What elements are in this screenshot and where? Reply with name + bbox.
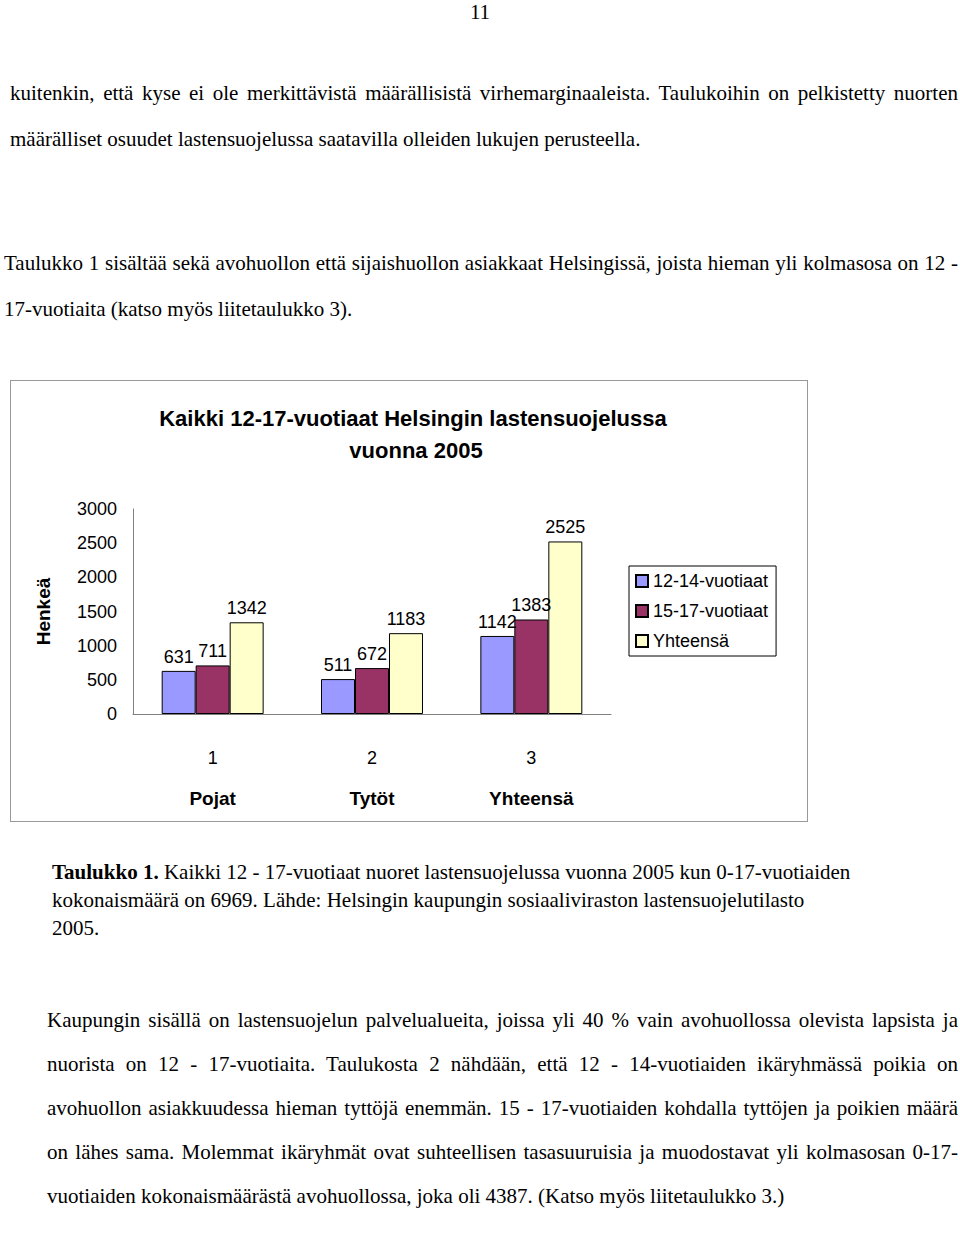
svg-text:3: 3 (526, 748, 536, 768)
svg-text:500: 500 (87, 670, 117, 690)
html-text:Kaupungin sisällä on lastensuo: Kaupungin sisällä on lastensuojelun palv… (47, 1008, 958, 1208)
svg-text:1342: 1342 (227, 598, 267, 618)
svg-text:1000: 1000 (77, 636, 117, 656)
svg-text:0: 0 (107, 704, 117, 724)
svg-text:511: 511 (324, 655, 353, 675)
svg-text:Kaikki 12-17-vuotiaat Helsingi: Kaikki 12-17-vuotiaat Helsingin lastensu… (159, 406, 673, 431)
svg-text:Pojat: Pojat (189, 788, 236, 809)
svg-text:vuonna 2005: vuonna 2005 (349, 438, 482, 463)
svg-text:Tytöt: Tytöt (349, 788, 395, 809)
svg-text:2000: 2000 (77, 567, 117, 587)
svg-text:Yhteensä: Yhteensä (653, 631, 730, 651)
html-text:kuitenkin, että kyse ei ole me: kuitenkin, että kyse ei ole merkittävist… (10, 81, 958, 151)
svg-text:3000: 3000 (77, 499, 117, 519)
svg-text:Henkeä: Henkeä (33, 577, 54, 645)
svg-text:1: 1 (208, 748, 218, 768)
svg-text:1142: 1142 (478, 612, 517, 632)
svg-text:12-14-vuotiaat: 12-14-vuotiaat (653, 571, 768, 591)
svg-text:711: 711 (198, 641, 227, 661)
html-text:11: 11 (469, 0, 491, 24)
svg-text:1183: 1183 (387, 609, 426, 629)
html-text:Taulukko 1 sisältää sekä avohu: Taulukko 1 sisältää sekä avohuollon että… (4, 251, 958, 321)
svg-text:2: 2 (367, 748, 377, 768)
svg-text:672: 672 (357, 644, 387, 664)
svg-text:1383: 1383 (511, 595, 551, 615)
svg-text:1500: 1500 (77, 602, 117, 622)
svg-text:Yhteensä: Yhteensä (489, 788, 574, 809)
svg-text:631: 631 (164, 647, 194, 667)
html-text:Taulukko 1. Kaikki 12 - 17-vuo: Taulukko 1. Kaikki 12 - 17-vuotiaat nuor… (52, 860, 851, 940)
svg-text:15-17-vuotiaat: 15-17-vuotiaat (653, 601, 768, 621)
svg-text:2525: 2525 (545, 517, 585, 537)
svg-text:2500: 2500 (77, 533, 117, 553)
